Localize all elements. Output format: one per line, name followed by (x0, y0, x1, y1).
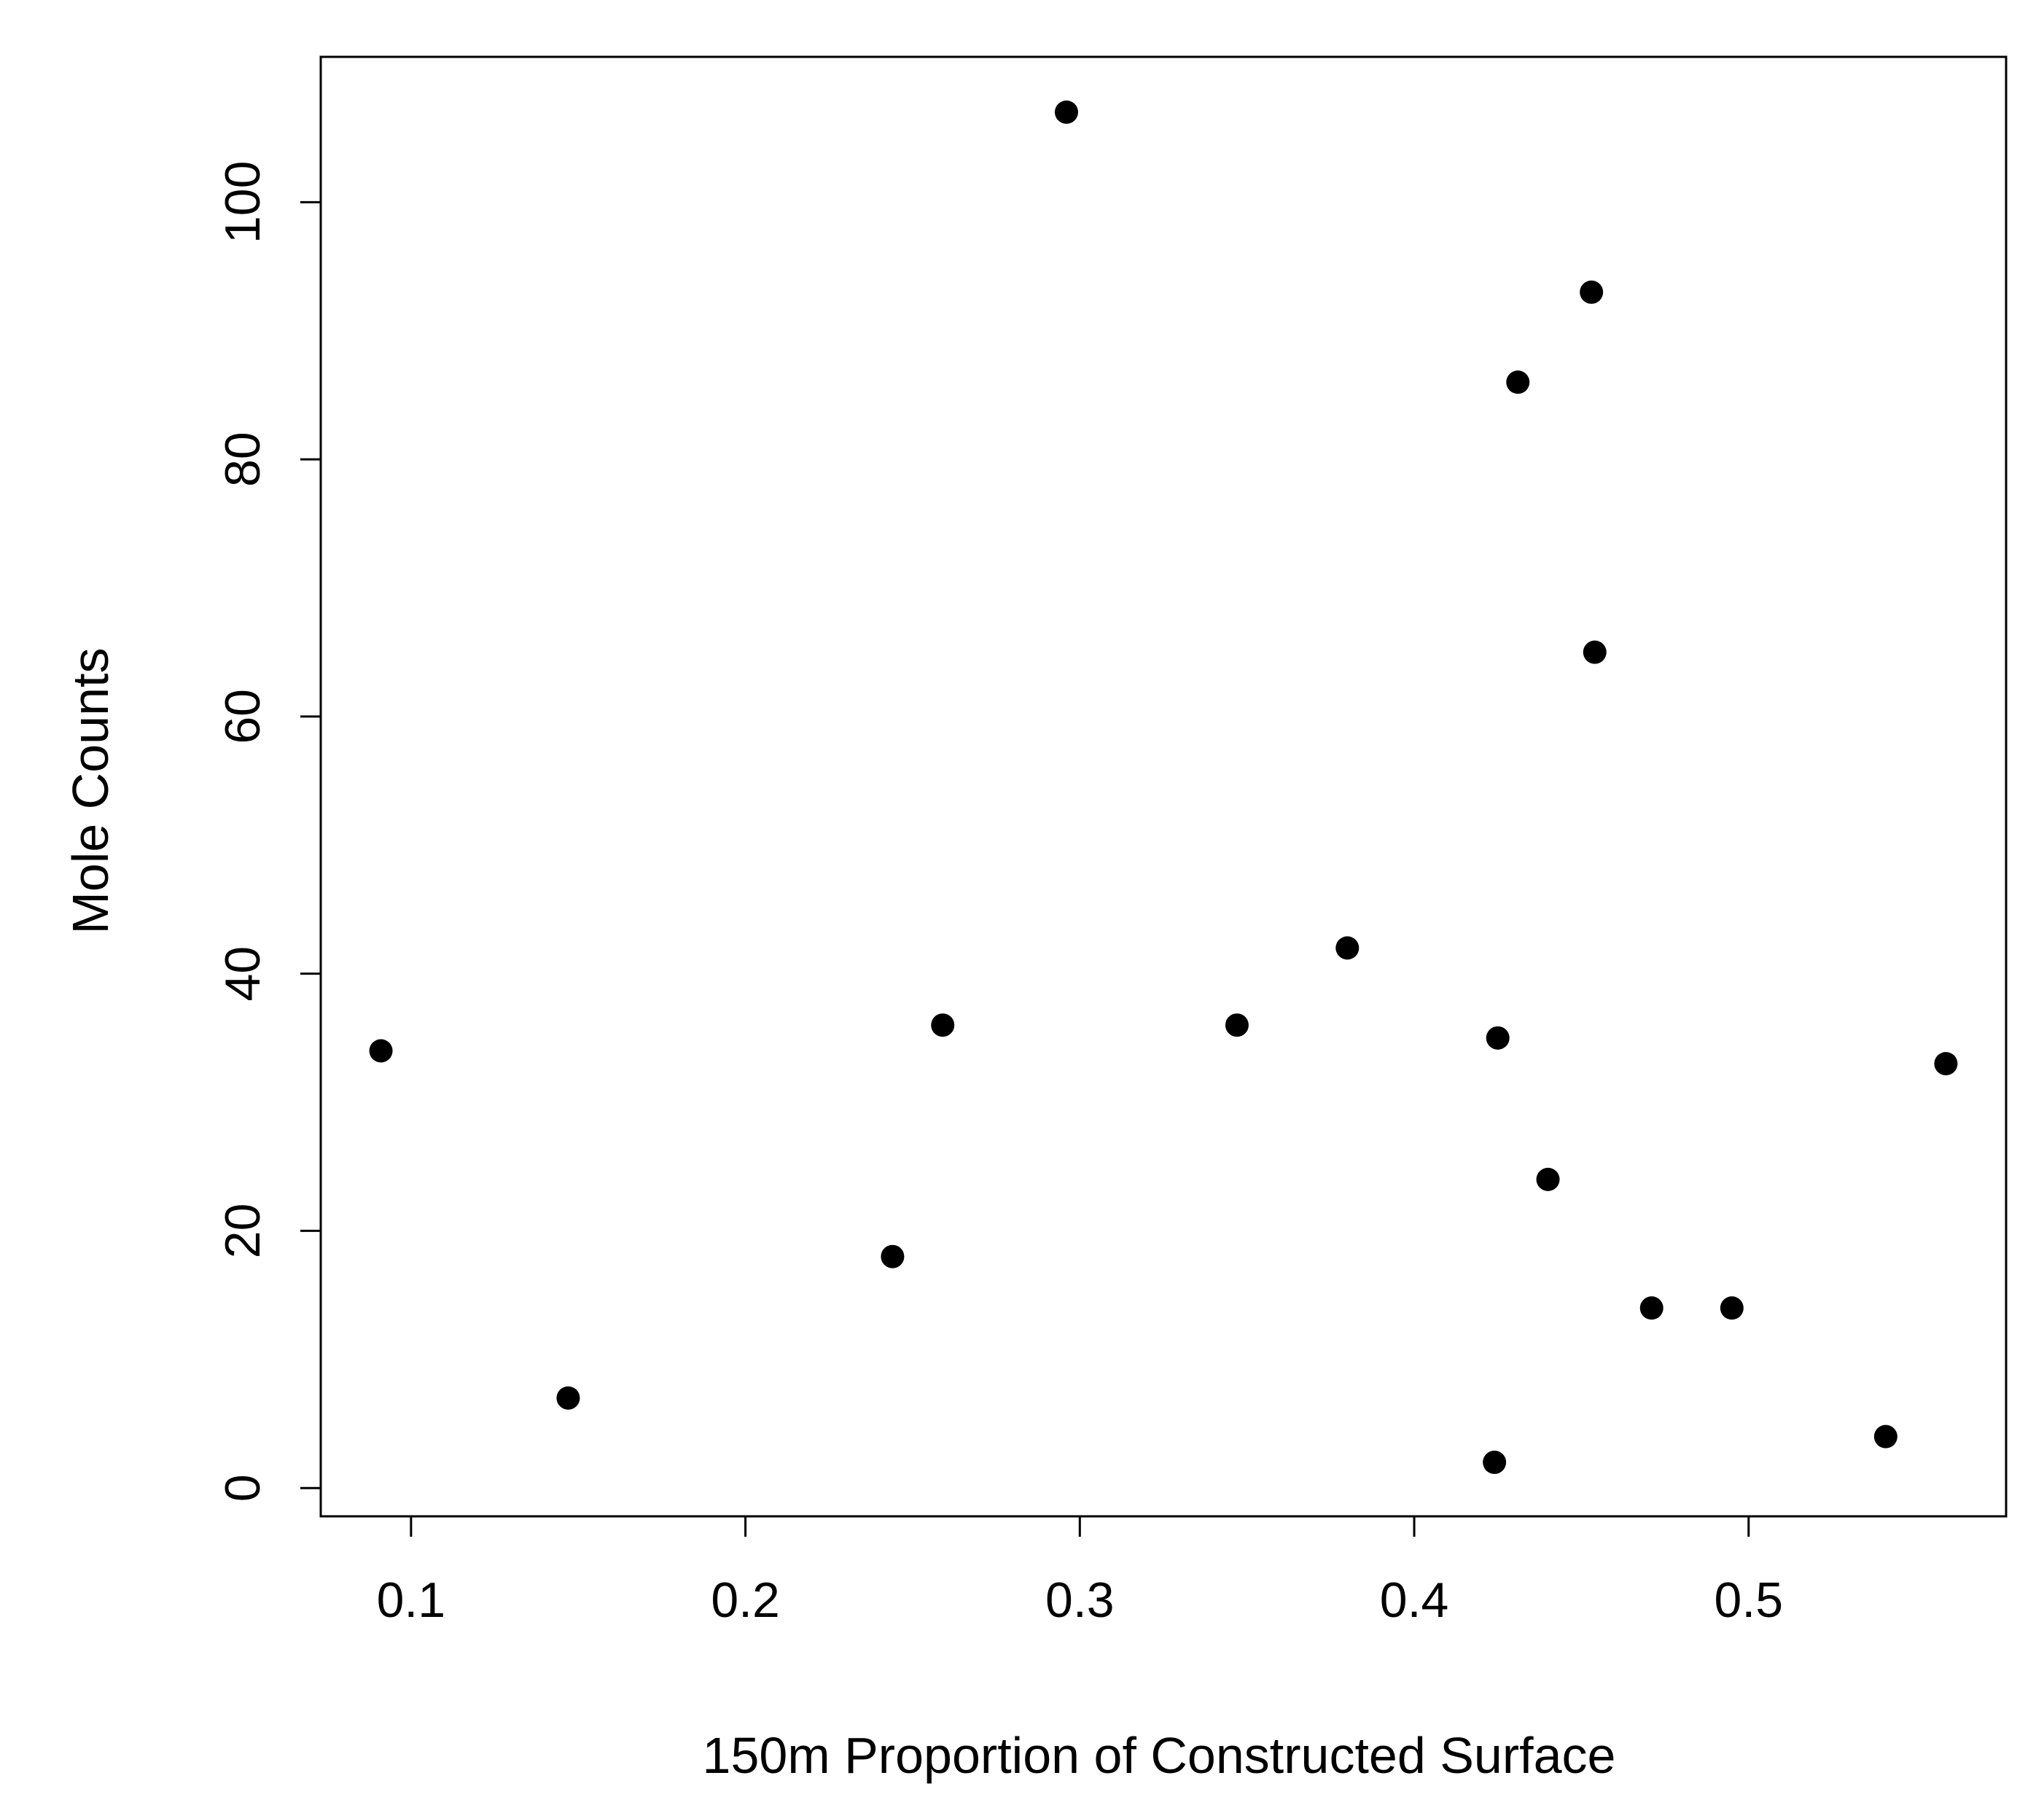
data-point (1580, 280, 1604, 304)
plot-frame (319, 55, 2008, 1518)
x-tick-label: 0.4 (1380, 1572, 1449, 1628)
data-point (931, 1013, 955, 1037)
x-axis: 0.1 0.2 0.3 0.4 0.5 (377, 1515, 1784, 1628)
y-axis-title: Mole Counts (62, 648, 119, 935)
data-point (1225, 1013, 1249, 1037)
data-point (556, 1386, 580, 1410)
x-tick-label: 0.1 (377, 1572, 446, 1628)
x-tick-label: 0.3 (1045, 1572, 1115, 1628)
x-tick-label: 0.5 (1715, 1572, 1784, 1628)
data-point (1506, 370, 1530, 394)
y-axis: 0 20 40 60 80 100 (215, 161, 322, 1502)
y-tick-label: 20 (215, 1204, 270, 1259)
data-point (1720, 1296, 1744, 1320)
data-point (1536, 1167, 1560, 1191)
y-tick-label: 80 (215, 432, 270, 487)
data-point (1335, 936, 1360, 960)
y-tick-label: 100 (215, 161, 270, 243)
x-axis-title: 150m Proportion of Constructed Surface (703, 1727, 1616, 1784)
data-points (369, 100, 1958, 1474)
y-tick-label: 40 (215, 946, 270, 1002)
x-tick-label: 0.2 (711, 1572, 780, 1628)
data-point (1486, 1026, 1510, 1050)
data-point (1583, 640, 1607, 664)
data-point (1483, 1450, 1507, 1474)
data-point (1934, 1052, 1958, 1076)
data-point (1054, 100, 1078, 124)
data-point (881, 1244, 905, 1268)
data-point (369, 1039, 393, 1063)
data-point (1873, 1424, 1897, 1449)
y-tick-label: 60 (215, 689, 270, 744)
data-point (1639, 1296, 1663, 1320)
y-tick-label: 0 (215, 1474, 270, 1502)
